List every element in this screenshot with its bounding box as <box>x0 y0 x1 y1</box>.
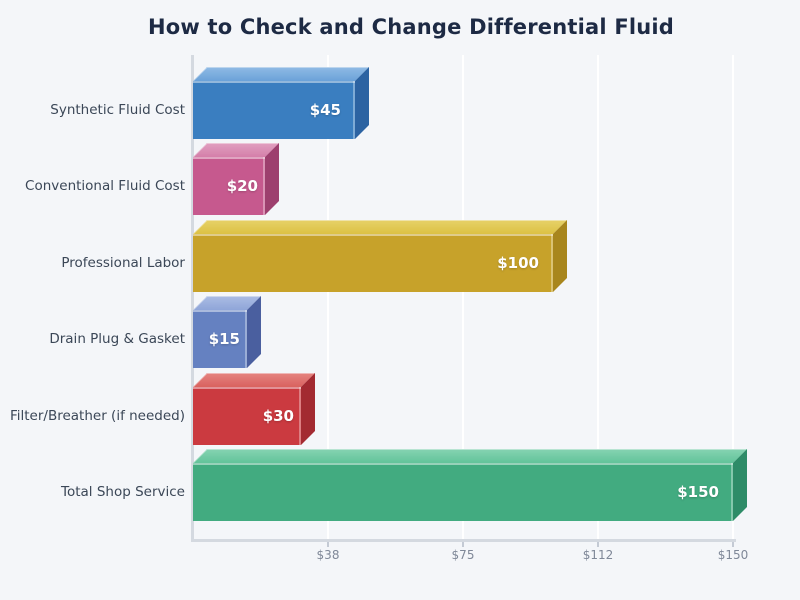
tick-mark-75 <box>462 542 464 547</box>
category-label-synthetic-fluid-cost: Synthetic Fluid Cost <box>50 102 185 118</box>
category-label-professional-labor: Professional Labor <box>61 254 185 271</box>
x-axis-line <box>191 539 736 542</box>
bar-face-top <box>193 372 315 387</box>
bar-professional-labor: $100 <box>193 219 567 292</box>
bar-total-shop-service: $150 <box>193 449 747 521</box>
bar-face-front: $150 <box>193 463 733 521</box>
gridline-112 <box>597 55 599 540</box>
bar-synthetic-fluid-cost: $45 <box>193 67 369 139</box>
bar-value-label: $20 <box>226 177 258 196</box>
tick-label-150: $150 <box>717 548 749 562</box>
bar-face-front: $15 <box>193 310 247 369</box>
bar-face-side <box>355 67 369 139</box>
gridline-75 <box>462 55 464 540</box>
tick-mark-38 <box>327 542 329 547</box>
tick-mark-150 <box>732 542 734 547</box>
chart-title: How to Check and Change Differential Flu… <box>147 15 675 39</box>
bar-conventional-fluid-cost: $20 <box>193 143 279 216</box>
tick-label-75: $75 <box>451 548 475 562</box>
bar-value-label: $15 <box>208 330 240 349</box>
bar-drain-plug-gasket: $15 <box>193 296 261 369</box>
bar-value-label: $30 <box>262 406 294 425</box>
category-label-conventional-fluid-cost: Conventional Fluid Cost <box>25 178 185 195</box>
tick-label-38: $38 <box>316 548 340 562</box>
bar-face-side <box>733 449 747 521</box>
category-label-total-shop-service: Total Shop Service <box>61 484 185 500</box>
gridline-150 <box>732 55 734 540</box>
bar-face-top <box>193 67 369 81</box>
gridline-38 <box>327 55 329 540</box>
y-axis-line <box>191 55 194 542</box>
bar-face-top <box>193 219 567 234</box>
bar-face-front: $20 <box>193 157 265 216</box>
tick-mark-112 <box>597 542 599 547</box>
category-label-drain-plug-gasket: Drain Plug & Gasket <box>49 331 185 348</box>
bar-value-label: $150 <box>677 483 719 501</box>
bar-filter-breather-if-needed: $30 <box>193 372 315 445</box>
bar-face-side <box>265 143 279 216</box>
bar-face-side <box>247 296 261 369</box>
category-label-filter-breather-if-needed: Filter/Breather (if needed) <box>9 407 185 424</box>
bar-value-label: $100 <box>497 253 539 272</box>
bar-face-top <box>193 449 747 463</box>
tick-label-112: $112 <box>582 548 614 562</box>
bar-face-front: $30 <box>193 386 301 445</box>
bar-face-front: $100 <box>193 233 553 292</box>
bar-value-label: $45 <box>309 101 341 119</box>
bar-face-side <box>553 219 567 292</box>
bar-face-side <box>301 372 315 445</box>
bar-face-front: $45 <box>193 81 355 139</box>
